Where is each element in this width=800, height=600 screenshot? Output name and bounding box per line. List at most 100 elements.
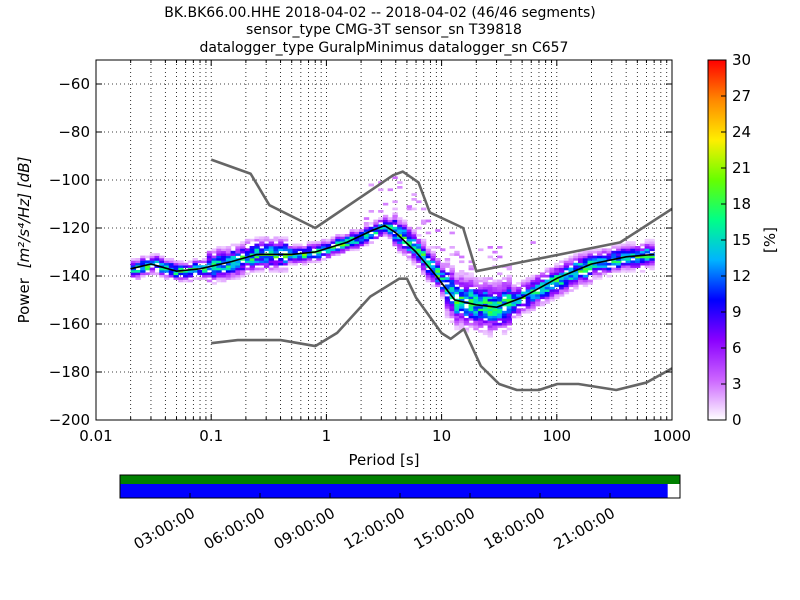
heatmap-cell <box>459 315 465 319</box>
heatmap-cell <box>644 255 650 259</box>
heatmap-cell <box>392 229 398 232</box>
heatmap-cell <box>492 308 498 312</box>
heatmap-cell <box>278 236 284 240</box>
heatmap-cell <box>573 253 579 256</box>
heatmap-cell <box>563 286 570 290</box>
heatmap-cell <box>273 262 279 266</box>
heatmap-cell <box>573 286 579 290</box>
heatmap-cell <box>449 284 455 288</box>
heatmap-cell <box>330 250 336 254</box>
heatmap-cell <box>225 255 232 259</box>
heatmap-cell <box>530 274 536 278</box>
heatmap-cell <box>468 298 474 302</box>
heatmap-cell <box>644 258 650 261</box>
heatmap-cell <box>411 255 417 259</box>
heatmap-cell <box>316 253 322 256</box>
heatmap-cell <box>587 250 593 254</box>
heatmap-cell <box>425 250 432 254</box>
heatmap-cell <box>630 243 636 247</box>
heatmap-cell <box>630 246 636 249</box>
heatmap-cell <box>449 308 455 312</box>
heatmap-cell <box>525 294 532 297</box>
heatmap-cell <box>306 248 313 252</box>
heatmap-cell <box>620 270 627 273</box>
heatmap-cell <box>216 250 222 254</box>
heatmap-cell <box>549 282 555 285</box>
heatmap-cell <box>444 265 451 268</box>
heatmap-cell <box>516 289 522 292</box>
heatmap-cell <box>616 265 622 268</box>
heatmap-cell <box>544 298 551 302</box>
heatmap-cell <box>301 255 308 259</box>
y-tick-label: −80 <box>58 123 90 141</box>
heatmap-cell <box>144 265 151 268</box>
heatmap-cell <box>163 260 170 264</box>
heatmap-cell <box>587 258 593 261</box>
heatmap-cell <box>535 296 541 300</box>
heatmap-cell <box>635 250 641 254</box>
heatmap-cell <box>601 267 608 271</box>
heatmap-cell <box>397 219 403 223</box>
heatmap-cell <box>330 236 336 240</box>
heatmap-cell <box>378 226 384 230</box>
heatmap-cell <box>563 260 570 264</box>
reference-curves <box>130 158 672 392</box>
heatmap-cell <box>639 260 646 264</box>
y-axis-label-prefix: Power <box>15 277 33 323</box>
heatmap-cell <box>187 267 194 271</box>
heatmap-cell <box>611 267 617 271</box>
heatmap-cell <box>282 238 289 242</box>
heatmap-cell <box>544 284 551 288</box>
heatmap-cell <box>397 241 403 244</box>
heatmap-cell <box>482 303 489 307</box>
heatmap-cell <box>506 274 512 278</box>
heatmap-cell <box>506 267 512 271</box>
heatmap-cell <box>520 294 527 297</box>
heatmap-cell <box>363 236 370 240</box>
heatmap-cell <box>501 277 508 280</box>
heatmap-cell <box>425 262 432 266</box>
heatmap-cell <box>506 289 512 292</box>
heatmap-cell <box>535 282 541 285</box>
heatmap-cell <box>183 274 189 278</box>
heatmap-cell <box>311 260 317 264</box>
heatmap-cell <box>340 234 346 237</box>
heatmap-cell <box>225 277 232 280</box>
heatmap-cell <box>606 250 612 254</box>
heatmap-cell <box>306 241 313 244</box>
heatmap-cell <box>411 260 417 264</box>
heatmap-cell <box>554 262 560 266</box>
heatmap-cell <box>454 250 460 254</box>
heatmap-cell <box>463 320 470 324</box>
heatmap-cell <box>340 250 346 254</box>
heatmap-cell <box>282 267 289 271</box>
x-axis-label: Period [s] <box>348 451 419 469</box>
x-tick-label: 1000 <box>653 427 691 445</box>
heatmap-cell <box>487 289 493 292</box>
heatmap-cell <box>501 286 508 290</box>
y-tick-label: −180 <box>49 363 90 381</box>
heatmap-cell <box>468 303 474 307</box>
heatmap-cell <box>397 217 403 220</box>
heatmap-cell <box>211 258 217 261</box>
heatmap-cell <box>240 272 246 276</box>
heatmap-cell <box>501 284 508 288</box>
heatmap-cell <box>206 272 213 276</box>
heatmap-cell <box>525 291 532 295</box>
heatmap-cell <box>135 258 141 261</box>
heatmap-cell <box>173 272 179 276</box>
heatmap-cell <box>240 246 246 249</box>
heatmap-cell <box>459 320 465 324</box>
heatmap-cell <box>206 258 213 261</box>
heatmap-cell <box>573 270 579 273</box>
heatmap-cell <box>468 306 474 309</box>
heatmap-cell <box>249 260 256 264</box>
heatmap-cell <box>130 272 137 276</box>
heatmap-cell <box>444 262 451 266</box>
heatmap-cell <box>549 291 555 295</box>
heatmap-cell <box>568 270 574 273</box>
heatmap-cell <box>268 248 275 252</box>
heatmap-cell <box>397 238 403 242</box>
heatmap-cell <box>392 214 398 218</box>
heatmap-cell <box>639 253 646 256</box>
